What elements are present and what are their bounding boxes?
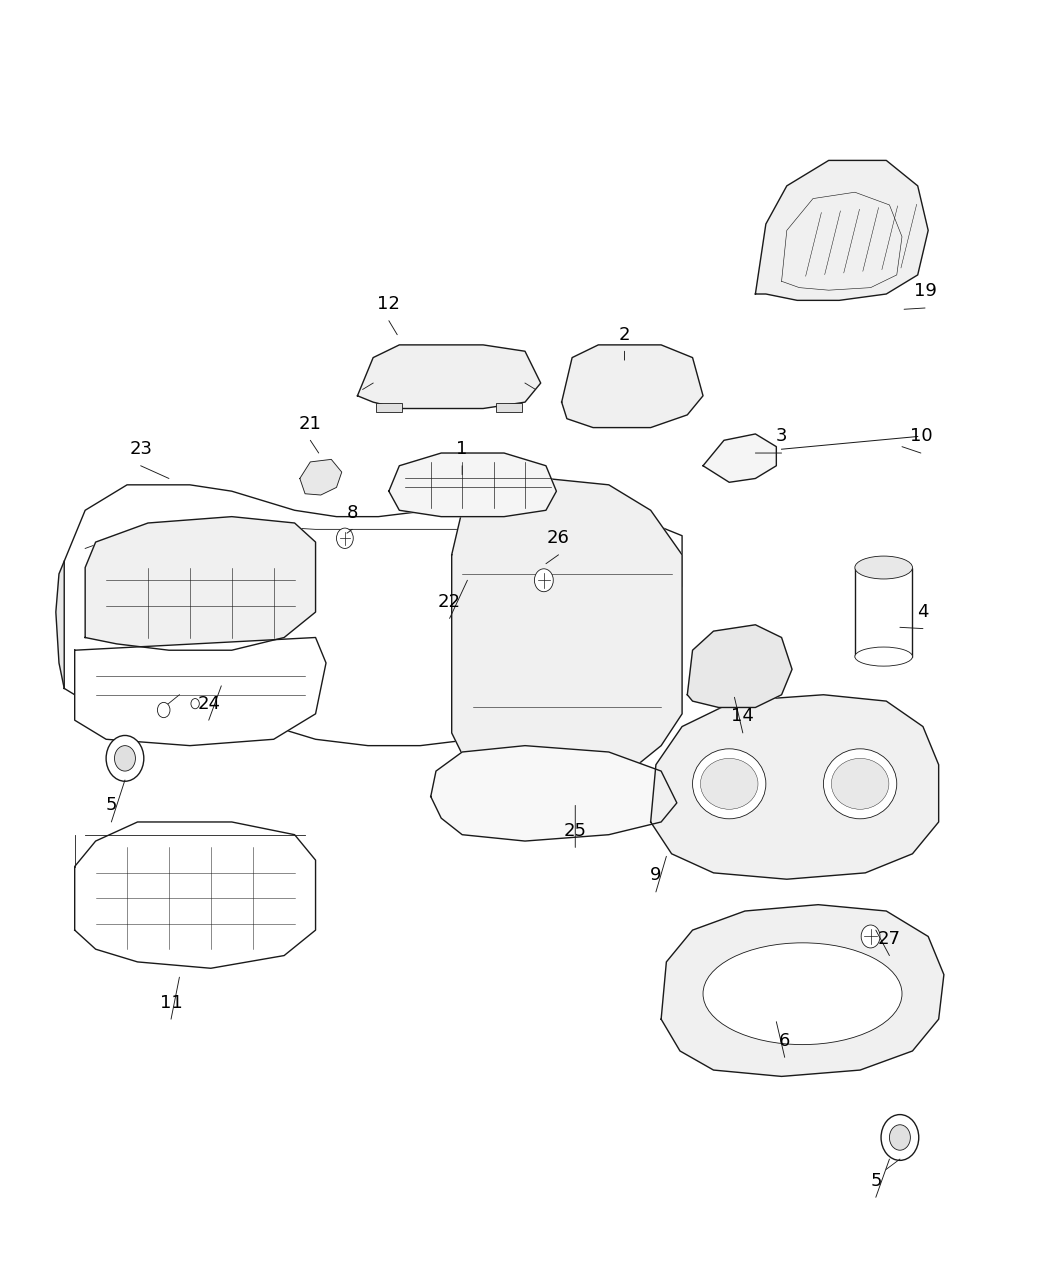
Polygon shape — [85, 516, 316, 650]
Polygon shape — [704, 434, 776, 482]
Polygon shape — [388, 453, 556, 516]
Text: 8: 8 — [346, 504, 358, 521]
Ellipse shape — [700, 759, 758, 810]
Text: 4: 4 — [918, 603, 928, 621]
Polygon shape — [300, 459, 341, 495]
Ellipse shape — [855, 556, 912, 579]
Ellipse shape — [823, 748, 897, 819]
Text: 1: 1 — [457, 440, 468, 458]
Polygon shape — [75, 822, 316, 968]
Circle shape — [114, 746, 135, 771]
Circle shape — [534, 569, 553, 592]
Ellipse shape — [832, 759, 889, 810]
Polygon shape — [562, 346, 704, 427]
Polygon shape — [688, 625, 792, 708]
Polygon shape — [651, 695, 939, 880]
Circle shape — [158, 703, 170, 718]
Circle shape — [336, 528, 353, 548]
Text: 5: 5 — [870, 1172, 882, 1190]
Text: 22: 22 — [438, 593, 461, 611]
Text: 6: 6 — [779, 1031, 791, 1049]
Polygon shape — [75, 638, 327, 746]
Polygon shape — [662, 905, 944, 1076]
Text: 24: 24 — [197, 695, 220, 713]
Text: 23: 23 — [129, 440, 152, 458]
Text: 9: 9 — [650, 867, 662, 885]
Circle shape — [106, 736, 144, 782]
Text: 5: 5 — [106, 797, 118, 815]
Text: 12: 12 — [377, 296, 400, 314]
Text: 3: 3 — [776, 427, 788, 445]
Polygon shape — [357, 346, 541, 408]
Text: 14: 14 — [732, 708, 754, 725]
Circle shape — [861, 926, 880, 947]
Bar — [855, 567, 912, 657]
Text: 10: 10 — [909, 427, 932, 445]
Circle shape — [889, 1125, 910, 1150]
Text: 19: 19 — [914, 283, 937, 301]
Bar — [496, 403, 522, 412]
Text: 21: 21 — [299, 414, 321, 432]
Polygon shape — [64, 484, 682, 746]
Polygon shape — [755, 161, 928, 301]
Polygon shape — [430, 746, 677, 842]
Circle shape — [881, 1114, 919, 1160]
Ellipse shape — [855, 646, 912, 666]
Polygon shape — [452, 478, 682, 790]
Polygon shape — [56, 561, 64, 688]
Circle shape — [191, 699, 200, 709]
Text: 11: 11 — [160, 993, 183, 1011]
Text: 27: 27 — [878, 929, 901, 949]
Bar — [376, 403, 402, 412]
Ellipse shape — [704, 942, 902, 1044]
Text: 2: 2 — [618, 325, 630, 344]
Ellipse shape — [693, 748, 765, 819]
Text: 25: 25 — [564, 822, 587, 840]
Text: 26: 26 — [547, 529, 570, 547]
